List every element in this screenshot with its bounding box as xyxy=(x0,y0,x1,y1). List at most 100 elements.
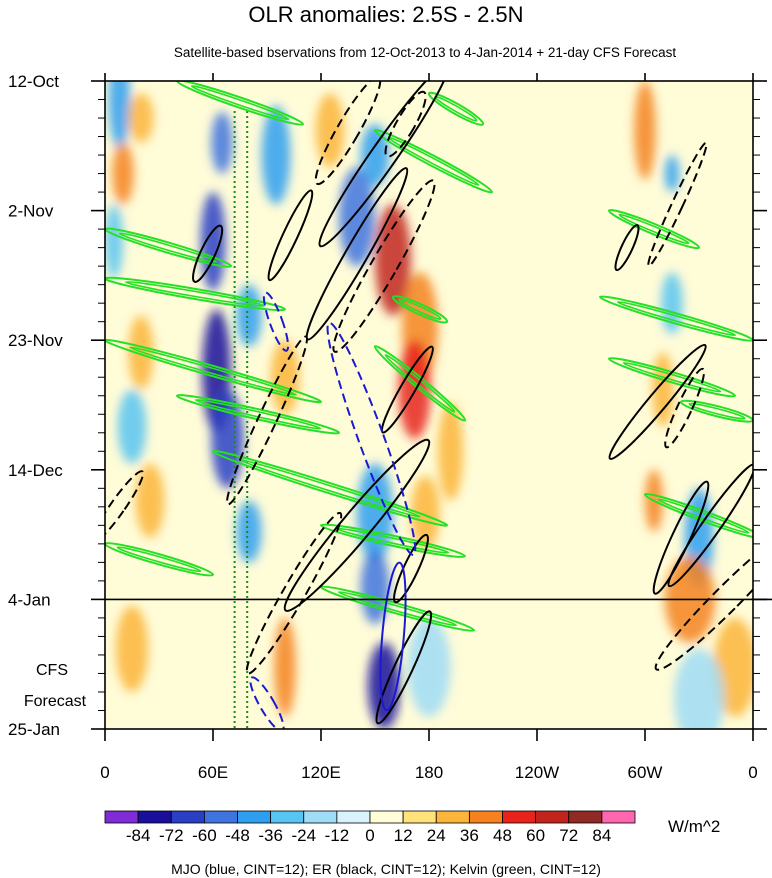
er-contour-7 xyxy=(380,345,434,434)
anomaly-blob-26 xyxy=(411,475,440,551)
colorbar-label: 36 xyxy=(460,826,479,845)
x-tick-label: 180 xyxy=(415,763,443,782)
colorbar-swatch xyxy=(104,810,139,824)
x-tick-label: 0 xyxy=(748,763,757,782)
kelvin-contour-1 xyxy=(105,227,233,268)
colorbar-swatch xyxy=(435,810,470,824)
anomaly-blob-13 xyxy=(236,500,262,563)
colorbar-label: 60 xyxy=(526,826,545,845)
colorbar-swatch xyxy=(502,810,537,824)
forecast-label-line2: Forecast xyxy=(24,693,87,710)
anomaly-blob-16 xyxy=(274,617,296,717)
y-tick-label: 12-Oct xyxy=(8,72,59,91)
er-contour-15 xyxy=(664,367,705,449)
colorbar-unit: W/m^2 xyxy=(668,817,720,836)
kelvin-contour-17 xyxy=(391,295,449,324)
footer-legend-text: MJO (blue, CINT=12); ER (black, CINT=12)… xyxy=(171,861,601,877)
mjo-contour-0 xyxy=(262,291,290,352)
y-tick-label: 23-Nov xyxy=(8,331,63,350)
colorbar-label: -12 xyxy=(325,826,350,845)
colorbar-swatch xyxy=(468,810,503,824)
colorbar-swatch xyxy=(137,810,172,824)
chart-title: OLR anomalies: 2.5S - 2.5N xyxy=(248,2,523,27)
y-tick-label: 4-Jan xyxy=(8,590,51,609)
anomaly-blob-28 xyxy=(407,617,451,717)
y-tick-label: 25-Jan xyxy=(8,720,60,739)
chart-subtitle: Satellite-based bservations from 12-Oct-… xyxy=(174,45,677,60)
er-contour-13 xyxy=(105,470,145,544)
x-tick-label: 60E xyxy=(198,763,228,782)
colorbar-swatch xyxy=(535,810,570,824)
colorbar-label: -24 xyxy=(291,826,316,845)
kelvin-contour-10 xyxy=(607,209,701,250)
colorbar-swatch xyxy=(601,810,636,824)
anomaly-blob-5 xyxy=(117,389,147,464)
anomaly-blob-0 xyxy=(108,81,131,149)
kelvin-contour-13 xyxy=(643,492,753,540)
er-contour-6 xyxy=(192,224,224,283)
kelvin-contour-2 xyxy=(105,276,287,312)
er-contour-12 xyxy=(375,610,433,725)
anomaly-blob-30 xyxy=(664,155,680,193)
anomaly-blob-20 xyxy=(375,204,411,316)
mjo-contour-1 xyxy=(326,321,417,557)
y-tick-label: 2-Nov xyxy=(8,202,54,221)
anomaly-blob-2 xyxy=(112,142,134,205)
colorbar-swatch xyxy=(270,810,305,824)
x-tick-label: 120W xyxy=(515,763,559,782)
er-contour-0 xyxy=(318,81,450,248)
colorbar-label: 72 xyxy=(559,826,578,845)
anomaly-blob-25 xyxy=(367,642,401,729)
er-contour-2 xyxy=(384,90,427,158)
mjo-contour-3 xyxy=(249,676,285,729)
er-contour-18 xyxy=(654,528,753,671)
colorbar-swatch xyxy=(568,810,603,824)
anomaly-blob-17 xyxy=(315,93,345,168)
anomaly-blob-14 xyxy=(261,105,291,205)
er-contour-5 xyxy=(267,189,314,282)
er-contour-11 xyxy=(393,533,429,604)
x-tick-label: 120E xyxy=(301,763,341,782)
anomaly-blob-18 xyxy=(339,167,375,267)
colorbar-label: 0 xyxy=(365,826,374,845)
anomaly-blob-15 xyxy=(270,340,300,415)
mjo-contours xyxy=(249,291,417,729)
x-axis: 0 60E 120E 180 120W 60W 0 xyxy=(100,73,758,782)
anomaly-blob-29 xyxy=(634,81,656,180)
anomaly-blob-3 xyxy=(105,204,123,279)
anomaly-blob-7 xyxy=(115,605,149,692)
colorbar-swatch xyxy=(336,810,371,824)
er-contour-9 xyxy=(283,438,431,612)
colorbar-label: -72 xyxy=(159,826,184,845)
y-axis: 12-Oct 2-Nov 23-Nov 14-Dec 4-Jan 25-Jan xyxy=(8,72,767,739)
colorbar-swatch xyxy=(369,810,404,824)
anomaly-blob-37 xyxy=(673,648,725,729)
colorbar-label: 24 xyxy=(427,826,446,845)
colorbar-label: 12 xyxy=(394,826,413,845)
anomaly-blob-8 xyxy=(200,192,226,291)
kelvin-contour-0 xyxy=(175,81,305,126)
kelvin-contour-12 xyxy=(607,357,737,398)
colorbar-label: -48 xyxy=(225,826,250,845)
anomaly-blob-19 xyxy=(360,124,390,186)
mjo-contour-2 xyxy=(379,561,407,712)
colorbar-label: -36 xyxy=(258,826,283,845)
anomaly-blob-6 xyxy=(135,463,165,538)
colorbar-swatch xyxy=(170,810,205,824)
anomaly-blob-27 xyxy=(438,401,464,501)
colorbar-label: 84 xyxy=(592,826,611,845)
colorbar: -84 -72 -60 -48 -36 -24 -12 0 12 24 36 48 60 72 84 xyxy=(104,810,636,845)
colorbar-swatch xyxy=(203,810,238,824)
anomaly-blob-10 xyxy=(236,284,262,347)
anomaly-blob-9 xyxy=(211,111,233,174)
colorbar-swatch xyxy=(402,810,437,824)
reference-dotted-lines xyxy=(233,111,249,729)
colorbar-label: -60 xyxy=(192,826,217,845)
er-contour-1 xyxy=(314,81,382,186)
er-contour-20 xyxy=(614,224,640,272)
y-tick-label: 14-Dec xyxy=(8,461,63,480)
colorbar-label: 48 xyxy=(493,826,512,845)
er-contour-17 xyxy=(667,463,753,588)
colorbar-swatch xyxy=(303,810,338,824)
anomaly-blob-1 xyxy=(128,93,154,143)
